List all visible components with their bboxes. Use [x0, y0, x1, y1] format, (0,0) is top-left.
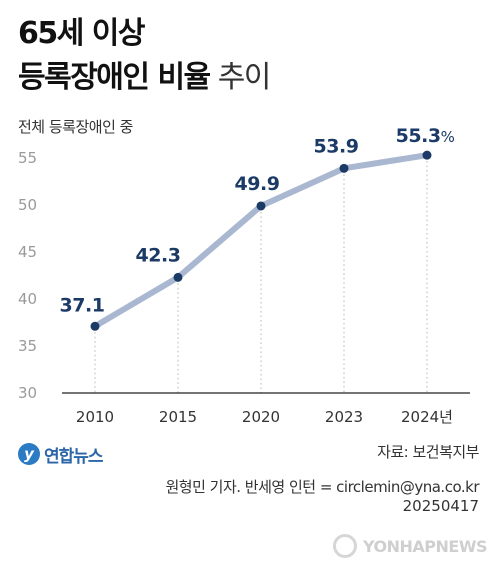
- y-tick-label: 35: [18, 337, 37, 355]
- data-point: [422, 150, 432, 160]
- x-tick-label: 2023: [325, 408, 363, 426]
- chart-title-line1: 65세 이상: [18, 16, 146, 51]
- yonhap-logo-icon: y: [18, 443, 40, 465]
- source-text: 자료: 보건복지부: [377, 443, 479, 461]
- data-label: 37.1: [60, 294, 105, 316]
- y-tick-label: 50: [18, 196, 37, 214]
- chart-title-line2: 등록장애인 비율 추이: [18, 52, 272, 96]
- date-text: 20250417: [402, 497, 479, 515]
- data-label: 55.3%: [396, 125, 455, 147]
- y-tick-label: 30: [18, 384, 37, 402]
- watermark-icon: [333, 534, 357, 558]
- watermark: YONHAPNEWS: [333, 534, 488, 558]
- y-tick-label: 45: [18, 243, 37, 261]
- data-point: [256, 201, 266, 211]
- yonhap-logo-text: 연합뉴스: [44, 446, 104, 467]
- watermark-text: YONHAPNEWS: [363, 536, 488, 556]
- data-label: 53.9: [314, 135, 359, 157]
- y-tick-label: 40: [18, 290, 37, 308]
- yonhap-logo: y 연합뉴스: [18, 440, 104, 468]
- data-point: [339, 163, 349, 173]
- chart-subtitle: 전체 등록장애인 중: [18, 118, 133, 136]
- chart-title-suffix: 추이: [217, 60, 272, 95]
- data-label: 42.3: [136, 244, 181, 266]
- x-tick-label: 2024년: [401, 408, 453, 426]
- y-tick-label: 55: [18, 149, 37, 167]
- x-tick-label: 2010: [76, 408, 114, 426]
- chart-title-main: 등록장애인 비율: [18, 60, 211, 95]
- x-tick-label: 2020: [242, 408, 280, 426]
- data-label: 49.9: [235, 173, 280, 195]
- data-point: [173, 272, 183, 282]
- data-point: [90, 321, 100, 331]
- x-tick-label: 2015: [159, 408, 197, 426]
- credit-text: 원형민 기자. 반세영 인턴 = circlemin@yna.co.kr: [165, 478, 480, 496]
- data-label-unit: %: [441, 128, 455, 146]
